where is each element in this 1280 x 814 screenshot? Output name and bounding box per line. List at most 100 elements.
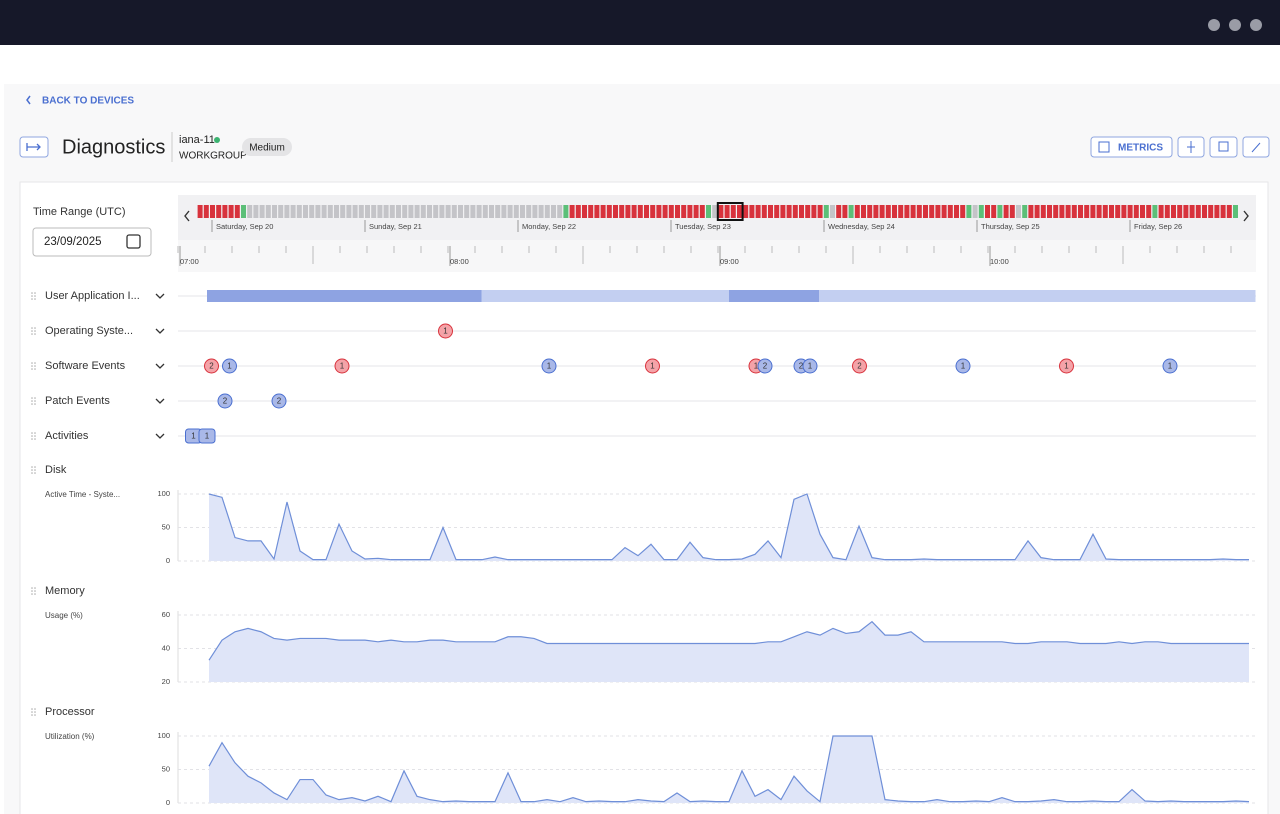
row-expand[interactable] — [155, 398, 165, 404]
event-marker[interactable] — [1059, 358, 1074, 374]
strip-run — [569, 205, 705, 218]
strip-cell — [1009, 205, 1015, 218]
row-expand[interactable] — [155, 363, 165, 369]
strip-cell — [910, 205, 916, 218]
strip-cell — [420, 205, 426, 218]
calendar-icon[interactable] — [126, 234, 141, 249]
area — [209, 621, 1249, 682]
strip-cell — [1146, 205, 1152, 218]
row-label: User Application I... — [45, 290, 140, 302]
drag-handle — [34, 590, 36, 592]
drag-handle — [34, 362, 36, 364]
drag-handle — [34, 466, 36, 468]
strip-cell — [538, 205, 544, 218]
strip-cell — [340, 205, 346, 218]
strip-cell — [1059, 205, 1065, 218]
next-arrow[interactable] — [1243, 210, 1249, 222]
event-marker[interactable] — [438, 323, 453, 339]
row-expand[interactable] — [155, 433, 165, 439]
event-marker[interactable] — [198, 428, 216, 444]
prev-arrow[interactable] — [184, 210, 190, 222]
y-tick-label: 0 — [166, 556, 170, 565]
drag-handle — [34, 295, 36, 297]
hour-label: 08:00 — [450, 257, 469, 266]
strip-cell — [520, 205, 525, 218]
strip-cell — [675, 205, 680, 218]
event-marker[interactable] — [217, 393, 233, 409]
drag-handle — [31, 714, 33, 716]
drag-handle — [34, 714, 36, 716]
row-expand[interactable] — [155, 328, 165, 334]
strip-cell — [253, 205, 259, 218]
drag-handle — [34, 438, 36, 440]
event-marker[interactable] — [757, 358, 773, 374]
strip-cell — [947, 205, 953, 218]
strip-cell — [501, 205, 507, 218]
strip-run — [848, 205, 854, 218]
strip-cell — [1202, 205, 1207, 218]
strip-cell — [867, 205, 873, 218]
strip-cell — [1177, 205, 1183, 218]
metrics-button[interactable] — [1090, 136, 1173, 158]
strip-run — [1158, 205, 1232, 218]
day-label: Wednesday, Sep 24 — [828, 222, 895, 231]
hour-label: 10:00 — [990, 257, 1009, 266]
window-dot[interactable] — [1250, 19, 1262, 31]
strip-cell — [303, 205, 308, 218]
strip-cell — [1171, 205, 1176, 218]
event-marker[interactable] — [334, 358, 350, 374]
row-expand[interactable] — [155, 293, 165, 299]
drag-handle — [31, 368, 33, 370]
strip-cell — [234, 205, 240, 218]
strip-cell — [396, 205, 401, 218]
drag-handle — [31, 708, 33, 710]
drag-handle — [34, 330, 36, 332]
strip-cell — [594, 205, 600, 218]
strip-cell — [309, 205, 315, 218]
event-count: 1 — [340, 362, 345, 371]
window-dot[interactable] — [1229, 19, 1241, 31]
strip-cell — [569, 205, 575, 218]
strip-run — [1003, 205, 1015, 218]
event-marker[interactable] — [802, 358, 818, 374]
strip-cell — [637, 205, 643, 218]
strip-cell — [247, 205, 253, 218]
event-marker[interactable] — [852, 358, 867, 374]
strip-cell — [606, 205, 612, 218]
strip-cell — [730, 205, 736, 218]
grid-button[interactable] — [1209, 136, 1238, 158]
window-dot[interactable] — [1208, 19, 1220, 31]
event-marker[interactable] — [541, 358, 557, 374]
strip-cell — [358, 205, 364, 218]
strip-cell — [712, 205, 718, 218]
strip-cell — [557, 205, 563, 218]
drag-handle — [31, 438, 33, 440]
strip-run — [247, 205, 563, 218]
strip-cell — [960, 205, 966, 218]
y-tick-label: 100 — [157, 489, 170, 498]
event-marker[interactable] — [1162, 358, 1178, 374]
strip-cell — [631, 205, 637, 218]
event-marker[interactable] — [204, 358, 219, 374]
drag-handle — [31, 330, 33, 332]
strip-cell — [290, 205, 296, 218]
hour-label: 07:00 — [180, 257, 199, 266]
strip-cell — [774, 205, 780, 218]
strip-cell — [625, 205, 631, 218]
strip-cell — [749, 205, 755, 218]
event-marker[interactable] — [271, 393, 287, 409]
strip-cell — [600, 205, 606, 218]
y-tick-label: 50 — [162, 522, 170, 531]
drag-handle — [34, 298, 36, 300]
drag-handle — [31, 365, 33, 367]
back-link[interactable]: BACK TO DEVICES — [42, 96, 134, 107]
event-marker[interactable] — [955, 358, 971, 374]
page-title: Diagnostics — [62, 136, 165, 158]
day-label: Friday, Sep 26 — [1134, 222, 1182, 231]
drag-handle — [34, 708, 36, 710]
event-marker[interactable] — [645, 358, 660, 374]
event-marker[interactable] — [222, 358, 237, 374]
date-input[interactable] — [32, 227, 152, 257]
y-tick-label: 50 — [162, 764, 170, 773]
strip-cell — [681, 205, 687, 218]
